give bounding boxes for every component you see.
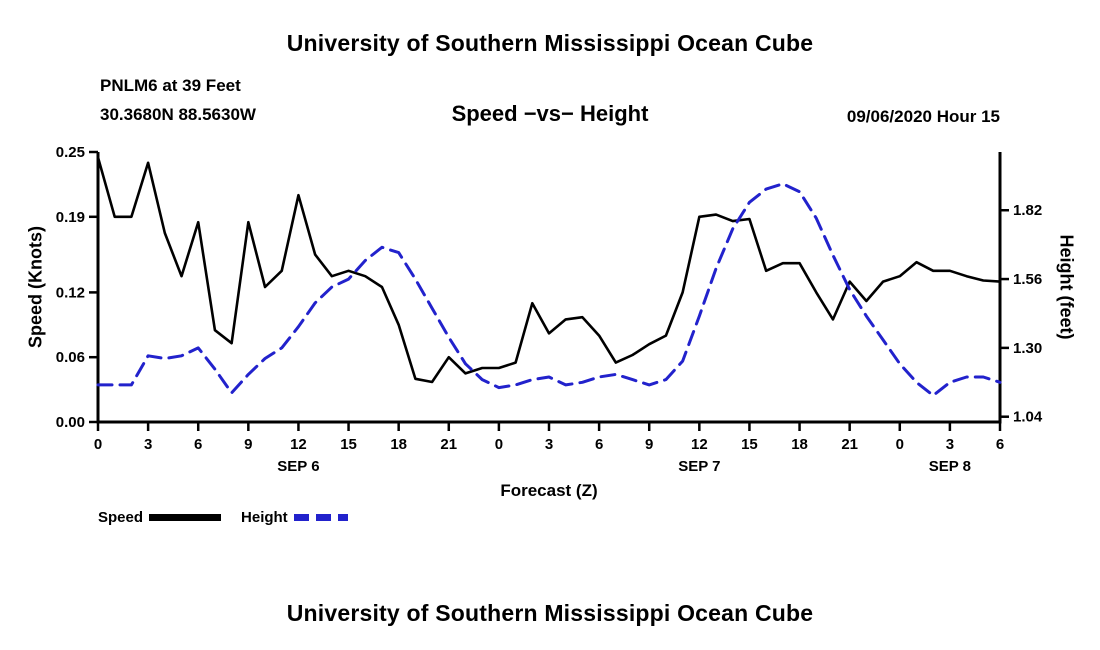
svg-text:15: 15 — [741, 436, 758, 453]
svg-text:15: 15 — [340, 436, 357, 453]
svg-text:1.56: 1.56 — [1013, 271, 1042, 288]
svg-text:0.06: 0.06 — [56, 349, 85, 366]
svg-text:3: 3 — [144, 436, 152, 453]
svg-text:18: 18 — [390, 436, 407, 453]
svg-text:SEP 6: SEP 6 — [277, 458, 319, 475]
svg-text:6: 6 — [595, 436, 603, 453]
svg-text:0: 0 — [896, 436, 904, 453]
svg-text:9: 9 — [244, 436, 252, 453]
svg-text:0.00: 0.00 — [56, 414, 85, 431]
x-axis-title: Forecast (Z) — [500, 481, 598, 500]
legend-height-label: Height — [241, 509, 288, 526]
svg-text:9: 9 — [645, 436, 653, 453]
page-title-bottom: University of Southern Mississippi Ocean… — [286, 600, 814, 626]
svg-text:1.04: 1.04 — [1013, 409, 1043, 426]
station-name: PNLM6 at 39 Feet — [100, 76, 241, 95]
svg-text:3: 3 — [946, 436, 954, 453]
station-coordinates: 30.3680N 88.5630W — [100, 105, 256, 124]
legend-speed-label: Speed — [98, 509, 144, 526]
svg-text:SEP 8: SEP 8 — [929, 458, 971, 475]
svg-text:0: 0 — [495, 436, 503, 453]
svg-text:3: 3 — [545, 436, 553, 453]
svg-text:6: 6 — [194, 436, 202, 453]
svg-text:6: 6 — [996, 436, 1004, 453]
svg-text:SEP 7: SEP 7 — [678, 458, 720, 475]
svg-text:0.25: 0.25 — [56, 144, 85, 161]
svg-text:21: 21 — [841, 436, 858, 453]
svg-text:0.12: 0.12 — [56, 284, 85, 301]
svg-text:1.30: 1.30 — [1013, 340, 1042, 357]
chart-title: Speed −vs− Height — [451, 101, 649, 126]
svg-text:21: 21 — [440, 436, 457, 453]
legend-height-line-swatch — [293, 514, 348, 521]
chart-legend: Speed Height — [98, 509, 348, 526]
svg-text:12: 12 — [290, 436, 307, 453]
svg-text:0: 0 — [94, 436, 102, 453]
legend-speed-line-swatch — [149, 514, 222, 521]
svg-text:18: 18 — [791, 436, 808, 453]
svg-text:1.82: 1.82 — [1013, 202, 1042, 219]
svg-text:12: 12 — [691, 436, 708, 453]
svg-text:0.19: 0.19 — [56, 209, 85, 226]
page-title-top: University of Southern Mississippi Ocean… — [286, 30, 814, 56]
forecast-datetime: 09/06/2020 Hour 15 — [846, 107, 1000, 126]
